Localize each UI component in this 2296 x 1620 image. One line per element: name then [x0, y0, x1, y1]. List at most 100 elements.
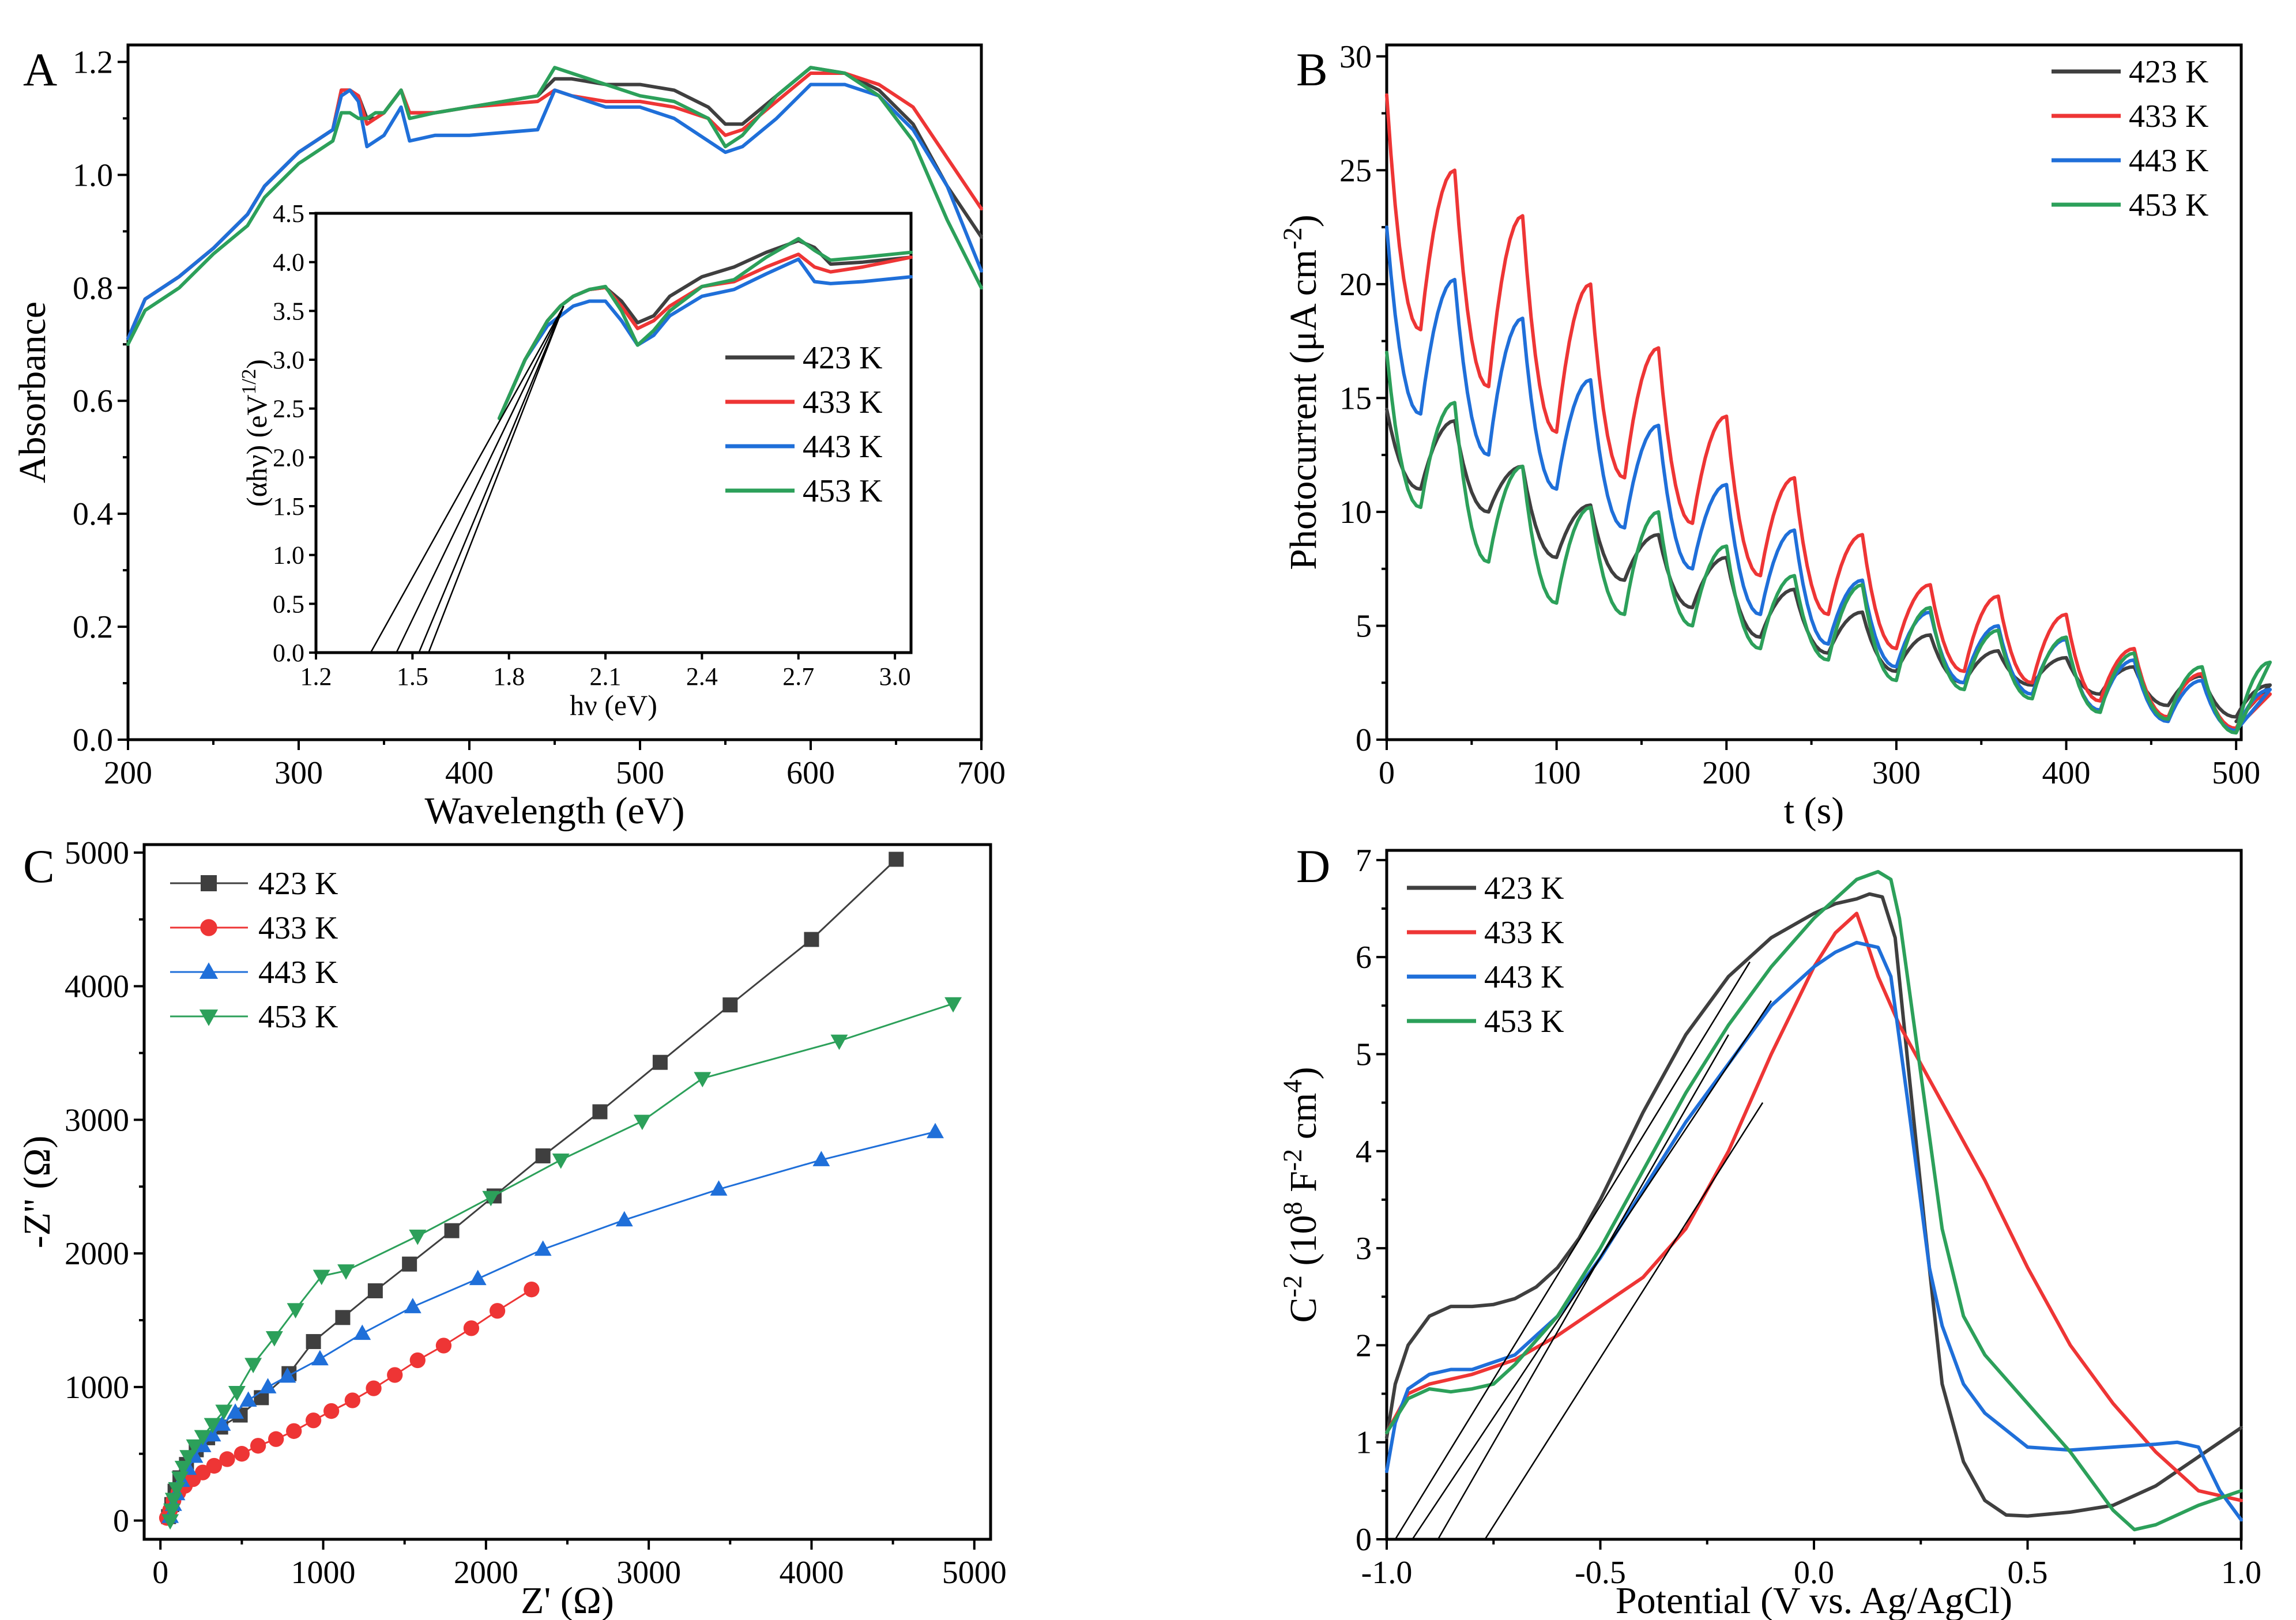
data-point — [204, 1426, 221, 1442]
panel-b: 0 100 200 300 400 500 0 5 10 15 20 25 30 Bt (s) Photoc… — [1278, 39, 2272, 832]
d-y-tick-label: 4 — [1356, 1134, 1372, 1170]
y-axis-title-superscript: 8 — [1278, 1201, 1307, 1215]
a-y-tick-label: 0.4 — [73, 496, 113, 532]
y-axis-title: (αhν) (eV1/2) — [238, 359, 273, 507]
data-point — [409, 1352, 426, 1369]
data-point — [206, 1457, 223, 1474]
data-point — [161, 1514, 179, 1530]
a-x-tick-label: 500 — [616, 755, 664, 791]
data-point — [927, 1122, 944, 1139]
data-point — [463, 1320, 480, 1336]
c-y-tick-label: 1000 — [65, 1370, 129, 1406]
inset-x-tick-label: 1.2 — [300, 662, 332, 691]
a-x-tick-label: 700 — [957, 755, 1006, 791]
x-axis-title: Wavelength (eV) — [425, 790, 685, 832]
y-axis-title: C-2 (108 F-2 cm4) — [1278, 1067, 1325, 1323]
data-point — [367, 1283, 383, 1298]
d-y-tick-label: 3 — [1356, 1231, 1372, 1267]
a-y-tick-label: 1.2 — [73, 44, 113, 80]
c-y-tick-label: 5000 — [65, 835, 129, 871]
inset-y-tick-label: 2.0 — [273, 443, 304, 472]
d-x-tick-label: -1.0 — [1361, 1555, 1413, 1591]
legend-label: 443 K — [1484, 959, 1564, 995]
series-line — [1385, 892, 2243, 1518]
legend-label: 453 K — [803, 473, 882, 509]
b-plot-frame — [1385, 43, 2243, 741]
data-point — [311, 1350, 329, 1366]
y-axis-title-part: C — [1282, 1297, 1324, 1323]
series-line — [1385, 911, 2243, 1502]
data-point — [353, 1324, 371, 1340]
data-point — [250, 1438, 266, 1454]
y-axis-title-part: F — [1282, 1171, 1324, 1201]
b-y-tick-label: 0 — [1356, 722, 1372, 758]
b-x-tick-label: 400 — [2042, 755, 2091, 791]
inset-tangent-line — [428, 306, 564, 653]
legend-label: 443 K — [803, 429, 882, 465]
legend-label: 433 K — [258, 910, 338, 946]
data-point — [535, 1148, 551, 1163]
a-x-tick-label: 400 — [445, 755, 494, 791]
inset-y-tick-label: 3.5 — [273, 297, 304, 325]
b-x-tick-label: 0 — [1379, 755, 1395, 791]
d-y-tick-label: 0 — [1356, 1522, 1372, 1558]
data-point — [194, 1464, 211, 1480]
d-x-tick-label: 0.5 — [2008, 1555, 2048, 1591]
d-x-tick-label: -0.5 — [1575, 1555, 1626, 1591]
y-axis-title-superscript: -2 — [1278, 227, 1307, 249]
c-y-tick-label: 3000 — [65, 1102, 129, 1138]
data-point — [268, 1431, 284, 1447]
legend-label: 443 K — [2129, 143, 2208, 179]
c-x-tick-label: 2000 — [454, 1555, 518, 1591]
data-point — [164, 1493, 182, 1509]
inset-y-tick-label: 2.5 — [273, 395, 304, 423]
b-x-tick-label: 500 — [2212, 755, 2260, 791]
data-point — [469, 1269, 487, 1286]
a-y-tick-label: 0.8 — [73, 270, 113, 306]
data-point — [387, 1367, 403, 1383]
data-point — [722, 997, 738, 1013]
data-point — [213, 1415, 231, 1431]
legend-label: 453 K — [2129, 187, 2208, 223]
data-point — [287, 1303, 304, 1319]
c-y-tick-label: 0 — [113, 1504, 129, 1539]
d-y-tick-label: 1 — [1356, 1425, 1372, 1461]
d-y-tick-label: 7 — [1356, 843, 1372, 879]
a-y-tick-label: 0.6 — [73, 383, 113, 419]
tangent-line — [1412, 1000, 1772, 1540]
c-x-tick-label: 1000 — [291, 1555, 356, 1591]
c-x-tick-label: 5000 — [942, 1555, 1007, 1591]
data-point — [444, 1223, 460, 1238]
data-point — [489, 1303, 506, 1319]
y-axis-title: Absorbance — [12, 302, 54, 483]
data-point — [710, 1180, 728, 1196]
b-y-tick-label: 15 — [1339, 380, 1372, 416]
d-x-tick-label: 1.0 — [2221, 1555, 2261, 1591]
x-axis-title: t (s) — [1784, 790, 1844, 832]
data-point — [244, 1358, 262, 1374]
data-point — [278, 1367, 296, 1383]
a-x-tick-label: 200 — [104, 755, 152, 791]
data-point — [830, 1034, 848, 1050]
inset-x-tick-label: 3.0 — [879, 662, 911, 691]
inset-y-tick-label: 1.0 — [273, 541, 304, 570]
panel-c: 0 1000 2000 3000 4000 5000 0 1000 2000 3000 4000 50… — [16, 835, 1007, 1620]
data-point — [306, 1334, 321, 1350]
panel-letter: A — [23, 43, 57, 96]
legend-label: 423 K — [803, 340, 882, 376]
data-point — [435, 1338, 452, 1354]
series-line — [1385, 225, 2272, 733]
b-x-tick-label: 200 — [1702, 755, 1751, 791]
c-x-tick-label: 0 — [152, 1555, 168, 1591]
d-y-tick-label: 5 — [1356, 1037, 1372, 1072]
inset-series-line — [498, 237, 913, 420]
b-x-tick-label: 100 — [1533, 755, 1581, 791]
data-point — [592, 1104, 608, 1120]
data-point — [168, 1482, 186, 1498]
tangent-line — [1394, 961, 1751, 1540]
data-point — [323, 1403, 340, 1419]
data-point — [552, 1153, 570, 1169]
y-axis-title-part: (αhν) (eV — [240, 394, 273, 507]
legend-label: 423 K — [258, 866, 338, 902]
